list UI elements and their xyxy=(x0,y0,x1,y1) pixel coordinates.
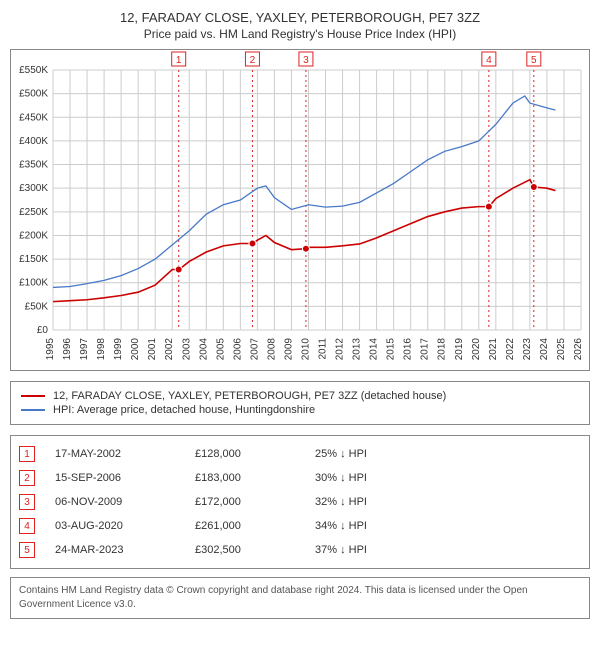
legend-row: HPI: Average price, detached house, Hunt… xyxy=(21,404,579,416)
svg-text:£200K: £200K xyxy=(19,230,48,241)
transactions-table: 1 17-MAY-2002£128,00025% ↓ HPI 2 15-SEP-200… xyxy=(10,435,590,569)
tx-date: 03-AUG-2020 xyxy=(55,520,195,532)
tx-price: £183,000 xyxy=(195,472,315,484)
svg-text:2006: 2006 xyxy=(232,338,243,361)
svg-text:£50K: £50K xyxy=(25,301,49,312)
svg-text:1: 1 xyxy=(176,55,182,66)
tx-date: 17-MAY-2002 xyxy=(55,448,195,460)
svg-text:2000: 2000 xyxy=(130,338,141,361)
legend-label: 12, FARADAY CLOSE, YAXLEY, PETERBOROUGH,… xyxy=(53,390,446,402)
tx-marker: 1 xyxy=(19,446,35,462)
legend-row: 12, FARADAY CLOSE, YAXLEY, PETERBOROUGH,… xyxy=(21,390,579,402)
tx-price: £302,500 xyxy=(195,544,315,556)
svg-text:2008: 2008 xyxy=(266,338,277,361)
svg-text:2: 2 xyxy=(250,55,256,66)
title-line-1: 12, FARADAY CLOSE, YAXLEY, PETERBOROUGH,… xyxy=(10,10,590,25)
tx-pct: 25% ↓ HPI xyxy=(315,448,581,460)
svg-text:2002: 2002 xyxy=(164,338,175,361)
svg-text:2009: 2009 xyxy=(283,338,294,361)
svg-text:2010: 2010 xyxy=(300,338,311,361)
svg-text:2011: 2011 xyxy=(318,338,329,360)
title-line-2: Price paid vs. HM Land Registry's House … xyxy=(10,27,590,41)
svg-text:1999: 1999 xyxy=(113,338,124,361)
tx-pct: 30% ↓ HPI xyxy=(315,472,581,484)
svg-text:£450K: £450K xyxy=(19,112,48,123)
svg-text:£400K: £400K xyxy=(19,136,48,147)
price-chart: £0 £50K £100K £150K £200K £250K £300K £350K £400… xyxy=(10,49,590,371)
svg-text:£100K: £100K xyxy=(19,278,48,289)
tx-price: £172,000 xyxy=(195,496,315,508)
tx-price: £261,000 xyxy=(195,520,315,532)
tx-marker: 4 xyxy=(19,518,35,534)
svg-text:2012: 2012 xyxy=(335,338,346,361)
svg-text:2018: 2018 xyxy=(437,338,448,361)
svg-text:2026: 2026 xyxy=(573,338,584,361)
tx-marker: 3 xyxy=(19,494,35,510)
legend-swatch xyxy=(21,395,45,397)
svg-text:£350K: £350K xyxy=(19,160,48,171)
tx-date: 06-NOV-2009 xyxy=(55,496,195,508)
svg-text:£500K: £500K xyxy=(19,89,48,100)
table-row: 3 06-NOV-2009£172,00032% ↓ HPI xyxy=(19,490,581,514)
table-row: 4 03-AUG-2020£261,00034% ↓ HPI xyxy=(19,514,581,538)
legend-box: 12, FARADAY CLOSE, YAXLEY, PETERBOROUGH,… xyxy=(10,381,590,425)
table-row: 2 15-SEP-2006£183,00030% ↓ HPI xyxy=(19,466,581,490)
tx-price: £128,000 xyxy=(195,448,315,460)
tx-marker: 5 xyxy=(19,542,35,558)
table-row: 1 17-MAY-2002£128,00025% ↓ HPI xyxy=(19,442,581,466)
svg-text:1995: 1995 xyxy=(45,338,56,361)
svg-text:2017: 2017 xyxy=(420,338,431,361)
svg-text:1997: 1997 xyxy=(79,338,90,361)
svg-text:3: 3 xyxy=(303,55,309,66)
svg-text:2023: 2023 xyxy=(522,338,533,361)
tx-date: 24-MAR-2023 xyxy=(55,544,195,556)
svg-text:£0: £0 xyxy=(37,325,49,336)
svg-text:2021: 2021 xyxy=(488,338,499,361)
tx-pct: 37% ↓ HPI xyxy=(315,544,581,556)
svg-text:2015: 2015 xyxy=(386,338,397,361)
svg-text:2004: 2004 xyxy=(198,338,209,361)
svg-text:2003: 2003 xyxy=(181,338,192,361)
svg-text:2014: 2014 xyxy=(369,338,380,361)
svg-text:2022: 2022 xyxy=(505,338,516,361)
chart-svg: £0 £50K £100K £150K £200K £250K £300K £350K £400… xyxy=(11,50,589,368)
footer-note: Contains HM Land Registry data © Crown c… xyxy=(10,577,590,619)
svg-text:2025: 2025 xyxy=(556,338,567,361)
svg-text:4: 4 xyxy=(486,55,492,66)
legend-label: HPI: Average price, detached house, Hunt… xyxy=(53,404,315,416)
chart-title-block: 12, FARADAY CLOSE, YAXLEY, PETERBOROUGH,… xyxy=(10,10,590,41)
tx-pct: 32% ↓ HPI xyxy=(315,496,581,508)
footer-text: Contains HM Land Registry data © Crown c… xyxy=(19,585,528,610)
svg-text:£300K: £300K xyxy=(19,183,48,194)
svg-text:5: 5 xyxy=(531,55,537,66)
svg-text:1996: 1996 xyxy=(62,338,73,361)
table-row: 5 24-MAR-2023£302,50037% ↓ HPI xyxy=(19,538,581,562)
svg-text:2019: 2019 xyxy=(454,338,465,361)
tx-marker: 2 xyxy=(19,470,35,486)
svg-text:£550K: £550K xyxy=(19,65,48,76)
svg-text:2007: 2007 xyxy=(249,338,260,361)
svg-text:£150K: £150K xyxy=(19,254,48,265)
svg-text:2005: 2005 xyxy=(215,338,226,361)
svg-text:2013: 2013 xyxy=(352,338,363,361)
legend-swatch xyxy=(21,409,45,411)
tx-date: 15-SEP-2006 xyxy=(55,472,195,484)
svg-text:£250K: £250K xyxy=(19,207,48,218)
svg-text:2016: 2016 xyxy=(403,338,414,361)
tx-pct: 34% ↓ HPI xyxy=(315,520,581,532)
svg-text:2024: 2024 xyxy=(539,338,550,361)
svg-text:1998: 1998 xyxy=(96,338,107,361)
svg-text:2001: 2001 xyxy=(147,338,158,361)
svg-text:2020: 2020 xyxy=(471,338,482,361)
